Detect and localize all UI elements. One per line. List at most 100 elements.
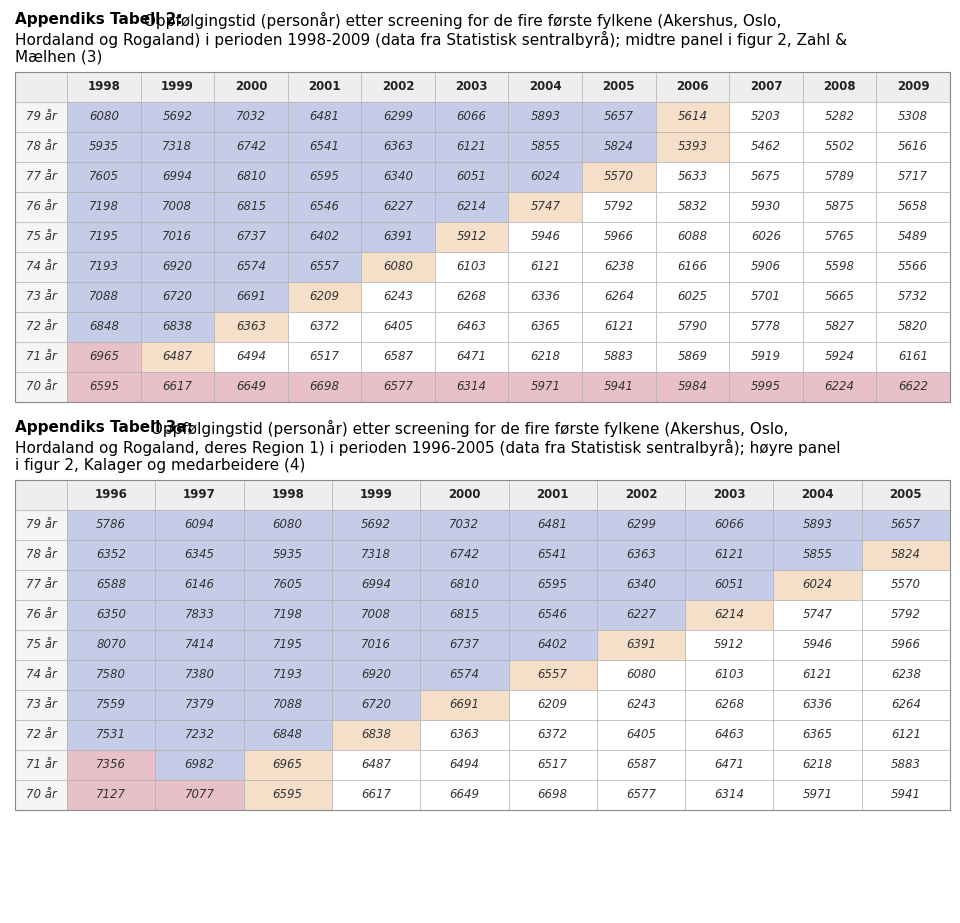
Bar <box>332 750 420 780</box>
Text: 77 år: 77 år <box>26 171 57 184</box>
Text: 71 år: 71 år <box>26 351 57 364</box>
Bar <box>730 282 803 312</box>
Bar <box>244 780 332 810</box>
Text: 2005: 2005 <box>890 488 923 501</box>
Bar <box>597 510 685 540</box>
Bar <box>597 660 685 690</box>
Text: 6214: 6214 <box>714 608 744 621</box>
Bar <box>67 222 140 252</box>
Text: 5747: 5747 <box>803 608 832 621</box>
Text: 1998: 1998 <box>87 80 120 93</box>
Text: 6546: 6546 <box>309 200 340 213</box>
Text: 6541: 6541 <box>538 548 567 561</box>
Text: 7198: 7198 <box>273 608 302 621</box>
Text: 6363: 6363 <box>383 140 413 153</box>
Text: 6815: 6815 <box>236 200 266 213</box>
Bar <box>332 480 420 510</box>
Text: 5906: 5906 <box>751 260 781 273</box>
Bar <box>67 132 140 162</box>
Text: 5665: 5665 <box>825 291 854 304</box>
Text: 6209: 6209 <box>538 699 567 712</box>
Text: 5984: 5984 <box>678 380 708 393</box>
Text: 5502: 5502 <box>825 140 854 153</box>
Bar <box>774 570 862 600</box>
Bar <box>509 690 597 720</box>
Text: 6494: 6494 <box>449 759 479 772</box>
Text: 78 år: 78 år <box>26 548 57 561</box>
Bar <box>288 162 361 192</box>
Text: 6336: 6336 <box>803 699 832 712</box>
Text: Oppfølgingstid (personår) etter screening for de fire første fylkene (Akershus, : Oppfølgingstid (personår) etter screenin… <box>146 420 788 437</box>
Text: 2007: 2007 <box>750 80 782 93</box>
Bar <box>730 372 803 402</box>
Text: 5912: 5912 <box>457 231 487 244</box>
Text: 1999: 1999 <box>161 80 194 93</box>
Bar <box>656 72 730 102</box>
Bar <box>244 750 332 780</box>
Text: 6214: 6214 <box>457 200 487 213</box>
Text: 6557: 6557 <box>538 668 567 681</box>
Bar <box>15 72 950 402</box>
Text: 5765: 5765 <box>825 231 854 244</box>
Bar <box>509 252 582 282</box>
Text: 5657: 5657 <box>891 519 921 532</box>
Bar <box>156 690 244 720</box>
Bar <box>420 540 509 570</box>
Text: 6737: 6737 <box>236 231 266 244</box>
Text: 6405: 6405 <box>383 320 413 333</box>
Text: 6268: 6268 <box>457 291 487 304</box>
Text: 2002: 2002 <box>382 80 415 93</box>
Bar <box>288 72 361 102</box>
Bar <box>15 720 67 750</box>
Bar <box>582 372 656 402</box>
Bar <box>140 282 214 312</box>
Text: 6517: 6517 <box>538 759 567 772</box>
Text: 5789: 5789 <box>825 171 854 184</box>
Text: 5282: 5282 <box>825 111 854 124</box>
Text: 7008: 7008 <box>361 608 391 621</box>
Text: 6391: 6391 <box>626 639 656 652</box>
Bar <box>67 480 156 510</box>
Bar <box>332 540 420 570</box>
Bar <box>435 72 509 102</box>
Bar <box>597 570 685 600</box>
Bar <box>15 252 67 282</box>
Text: 5935: 5935 <box>273 548 302 561</box>
Bar <box>244 480 332 510</box>
Text: 5570: 5570 <box>891 579 921 592</box>
Bar <box>332 720 420 750</box>
Text: 6463: 6463 <box>714 728 744 741</box>
Bar <box>509 750 597 780</box>
Bar <box>244 540 332 570</box>
Text: 6742: 6742 <box>449 548 479 561</box>
Text: 5824: 5824 <box>604 140 634 153</box>
Bar <box>361 192 435 222</box>
Text: 6024: 6024 <box>530 171 561 184</box>
Text: 7605: 7605 <box>88 171 119 184</box>
Text: 6218: 6218 <box>803 759 832 772</box>
Bar <box>15 660 67 690</box>
Text: 6264: 6264 <box>604 291 634 304</box>
Text: i figur 2, Kalager og medarbeidere (4): i figur 2, Kalager og medarbeidere (4) <box>15 458 305 473</box>
Bar <box>361 252 435 282</box>
Text: 6121: 6121 <box>530 260 561 273</box>
Text: 1996: 1996 <box>95 488 128 501</box>
Text: 6365: 6365 <box>803 728 832 741</box>
Bar <box>582 162 656 192</box>
Text: 74 år: 74 år <box>26 260 57 273</box>
Text: 5732: 5732 <box>899 291 928 304</box>
Bar <box>582 192 656 222</box>
Text: 1997: 1997 <box>183 488 216 501</box>
Text: 70 år: 70 år <box>26 380 57 393</box>
Bar <box>774 690 862 720</box>
Text: 6698: 6698 <box>538 788 567 801</box>
Bar <box>862 480 950 510</box>
Text: 5935: 5935 <box>88 140 119 153</box>
Bar <box>435 282 509 312</box>
Text: 71 år: 71 år <box>26 759 57 772</box>
Bar <box>803 222 876 252</box>
Bar <box>435 312 509 342</box>
Bar <box>730 192 803 222</box>
Bar <box>361 372 435 402</box>
Bar <box>214 162 288 192</box>
